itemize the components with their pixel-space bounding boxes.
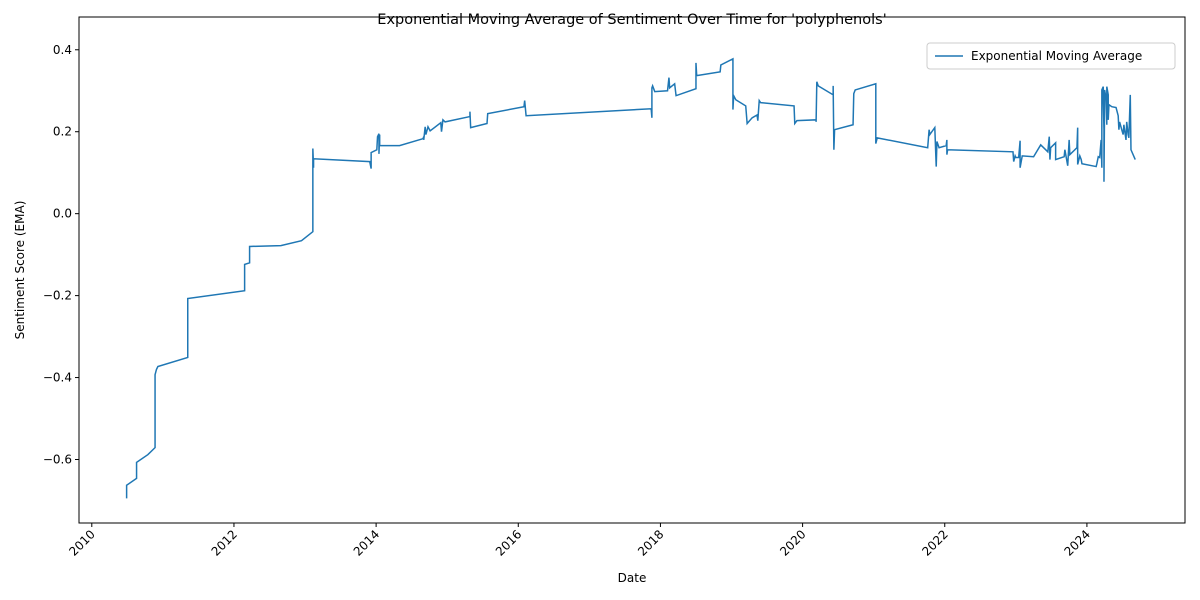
x-tick-label: 2012 bbox=[209, 527, 240, 558]
y-tick-label: 0.0 bbox=[53, 207, 72, 221]
line-series bbox=[125, 57, 1136, 499]
x-tick-label: 2022 bbox=[919, 527, 950, 558]
y-axis-label: Sentiment Score (EMA) bbox=[13, 201, 27, 340]
y-tick-label: 0.2 bbox=[53, 125, 72, 139]
legend-box bbox=[926, 42, 1176, 70]
y-tick-label: −0.6 bbox=[43, 452, 72, 466]
y-tick-label: −0.2 bbox=[43, 289, 72, 303]
x-tick-label: 2010 bbox=[66, 527, 97, 558]
x-tick-label: 2018 bbox=[635, 527, 666, 558]
plot-frame bbox=[78, 16, 1186, 524]
y-tick-label: 0.4 bbox=[53, 43, 72, 57]
chart-title: Exponential Moving Average of Sentiment … bbox=[377, 12, 886, 28]
x-tick-label: 2016 bbox=[493, 527, 524, 558]
x-axis-label: Date bbox=[618, 571, 647, 585]
y-tick-label: −0.4 bbox=[43, 371, 72, 385]
x-tick-label: 2024 bbox=[1062, 527, 1093, 558]
legend-label: Exponential Moving Average bbox=[971, 49, 1142, 63]
x-tick-label: 2014 bbox=[351, 527, 382, 558]
x-tick-label: 2020 bbox=[777, 527, 808, 558]
